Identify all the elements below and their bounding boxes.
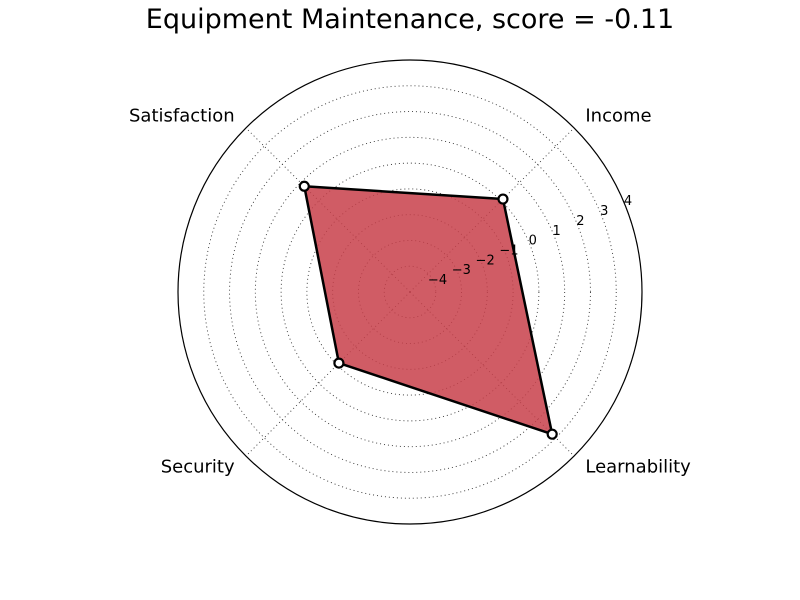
outer-frame: [177, 59, 643, 525]
tick-label: −3: [452, 263, 471, 278]
tick-label: 2: [576, 214, 584, 229]
data-point-income: [497, 193, 509, 205]
axis-label-satisfaction: Satisfaction: [129, 106, 235, 127]
tick-label: 3: [600, 204, 608, 219]
grid-circle: [280, 162, 540, 422]
data-point-security: [333, 357, 345, 369]
data-points: [298, 180, 558, 440]
tick-label: −4: [428, 273, 447, 288]
data-point-learnability: [546, 428, 558, 440]
axis-label-learnability: Learnability: [585, 456, 691, 477]
grid-circle: [229, 111, 591, 473]
radial-tick-labels: −4 −3 −2 −1 01 2 3 4: [428, 194, 632, 288]
axis-label-income: Income: [585, 106, 651, 127]
data-point-satisfaction: [298, 180, 310, 192]
tick-label: 0: [529, 234, 537, 249]
tick-label: −2: [476, 253, 495, 268]
tick-label: 1: [552, 224, 560, 239]
axis-label-security: Security: [161, 456, 235, 477]
grid-circle: [203, 85, 617, 499]
axis-spoke: [245, 291, 411, 457]
tick-label: 4: [624, 194, 632, 209]
tick-label: −1: [499, 244, 518, 259]
grid-circle: [254, 136, 566, 448]
series-area: [303, 185, 554, 436]
axis-labels: Income Learnability Security Satisfaction: [129, 106, 691, 478]
chart-title: Equipment Maintenance, score = -0.11: [145, 4, 675, 35]
